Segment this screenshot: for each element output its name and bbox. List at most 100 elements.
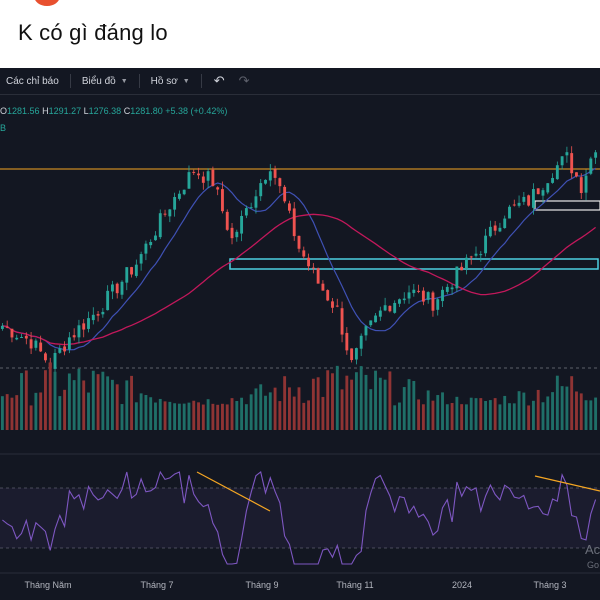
candle-body: [211, 169, 215, 186]
volume-bar: [565, 386, 569, 430]
candle-body: [264, 179, 267, 184]
chart-type-button[interactable]: Biểu đồ ▼: [76, 68, 134, 94]
volume-bar: [225, 404, 229, 430]
volume-bar: [58, 396, 62, 430]
volume-bar: [44, 370, 47, 430]
volume-bar: [139, 393, 143, 430]
volume-bar: [110, 379, 114, 430]
chevron-down-icon: ▼: [182, 77, 190, 85]
volume-bar: [479, 398, 483, 430]
candle-body: [115, 283, 119, 294]
volume-bar: [522, 392, 526, 430]
volume-bar: [264, 395, 267, 430]
profile-button[interactable]: Hồ sơ ▼: [145, 68, 196, 94]
volume-bar: [29, 405, 33, 430]
candle-body: [287, 203, 291, 211]
volume-bar: [125, 380, 129, 430]
volume-bar: [307, 400, 311, 430]
volume-bar: [292, 396, 296, 430]
candle-body: [53, 352, 57, 369]
divergence-line-2: [534, 475, 600, 492]
volume-bar: [0, 396, 4, 430]
candle-body: [244, 208, 248, 216]
volume-bar: [374, 370, 377, 430]
candle-body: [39, 342, 43, 352]
candle-body: [398, 299, 401, 304]
candle-body: [589, 158, 593, 174]
volume-bar: [106, 376, 110, 430]
candle-body: [307, 257, 311, 267]
candle-body: [407, 292, 411, 299]
toolbar-divider: [200, 74, 202, 88]
volume-bar: [527, 405, 531, 430]
volume-bar: [154, 402, 157, 430]
volume-bar: [82, 380, 86, 430]
candle-body: [488, 226, 492, 237]
volume-bar: [484, 400, 488, 430]
ohlc-legend: O1281.56 H1291.27 L1276.38 C1281.80 +5.3…: [0, 106, 227, 116]
volume-bar: [182, 403, 186, 430]
candle-body: [130, 267, 133, 275]
candle-body: [77, 325, 81, 338]
toolbar-divider: [69, 74, 71, 88]
candle-body: [484, 235, 488, 254]
low-value: 1276.38: [88, 106, 122, 116]
volume-bar: [431, 400, 435, 430]
candle-body: [316, 268, 320, 284]
volume-bar: [575, 391, 578, 430]
undo-icon[interactable]: ↶: [213, 73, 225, 88]
candle-body: [498, 227, 502, 232]
x-tick-label: Tháng 9: [245, 580, 279, 590]
candle-body: [216, 187, 220, 190]
chart-toolbar: Các chỉ báo Biểu đồ ▼ Hồ sơ ▼ ↶ ↷: [0, 68, 600, 95]
volume-bar: [101, 371, 105, 430]
volume-bar: [335, 365, 339, 430]
price-chart[interactable]: [0, 68, 600, 600]
candle-body: [139, 254, 143, 264]
candle-body: [230, 227, 234, 239]
low-label: L: [83, 106, 89, 116]
ma-short-line: [2, 167, 596, 351]
volume-bar: [350, 379, 354, 430]
candle-body: [125, 267, 129, 283]
volume-bar: [115, 384, 119, 430]
candle-body: [182, 189, 186, 195]
volume-bar: [541, 402, 545, 430]
candle-body: [5, 326, 9, 328]
candle-body: [249, 207, 253, 209]
candle-body: [441, 289, 444, 302]
x-tick-label: Tháng 7: [140, 580, 174, 590]
candle-body: [278, 178, 282, 187]
candle-body: [402, 298, 406, 301]
candle-body: [383, 305, 387, 311]
indicators-button[interactable]: Các chỉ báo: [0, 68, 65, 94]
candle-body: [240, 215, 244, 234]
candle-body: [206, 171, 210, 181]
candle-body: [354, 348, 358, 360]
volume-bar: [259, 384, 263, 430]
candle-body: [110, 284, 114, 292]
candle-body: [522, 196, 526, 202]
volume-bar: [579, 393, 583, 430]
candle-body: [273, 169, 277, 178]
volume-bar: [340, 389, 344, 430]
candle-body: [412, 289, 416, 294]
redo-icon[interactable]: ↷: [238, 73, 250, 88]
avatar[interactable]: [34, 0, 60, 6]
post-header: K có gì đáng lo: [0, 0, 600, 68]
candle-body: [508, 206, 511, 219]
volume-bar: [254, 388, 258, 430]
volume-bar: [48, 362, 52, 430]
candle-body: [421, 290, 425, 302]
candle-body: [465, 257, 468, 269]
candle-body: [340, 308, 344, 335]
candle-body: [302, 250, 306, 257]
volume-bar: [393, 405, 397, 430]
candle-body: [87, 318, 90, 329]
candle-body: [331, 301, 334, 308]
chevron-down-icon: ▼: [120, 77, 128, 85]
x-tick-label: Tháng 3: [533, 580, 567, 590]
volume-bar: [551, 392, 554, 430]
volume-bar: [96, 374, 100, 430]
volume-bar: [87, 392, 90, 430]
